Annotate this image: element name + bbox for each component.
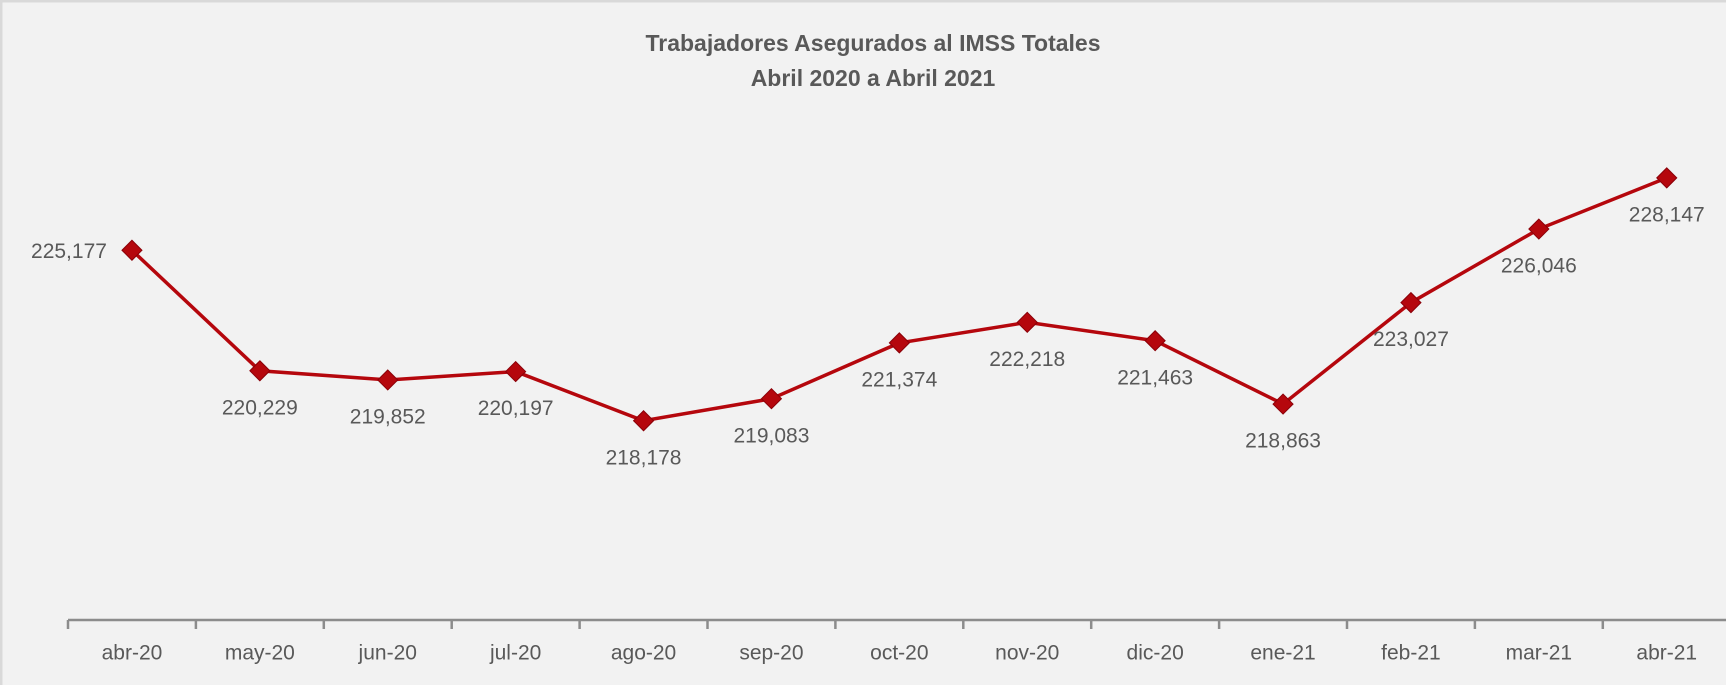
- data-label: 222,218: [989, 348, 1065, 371]
- data-label: 220,229: [222, 396, 298, 419]
- marker: [760, 387, 783, 410]
- x-tick-label: ene-21: [1250, 642, 1315, 665]
- data-label: 218,178: [606, 446, 682, 469]
- x-tick-label: mar-21: [1506, 642, 1573, 665]
- chart-subtitle: Abril 2020 a Abril 2021: [751, 65, 996, 91]
- marker: [504, 360, 527, 383]
- x-tick-label: oct-20: [870, 642, 928, 665]
- chart-title: Trabajadores Asegurados al IMSS Totales: [645, 30, 1100, 56]
- data-label: 219,083: [733, 424, 809, 447]
- data-label: 218,863: [1245, 430, 1321, 453]
- x-tick-label: sep-20: [739, 642, 803, 665]
- data-label: 226,046: [1501, 255, 1577, 278]
- marker: [1272, 393, 1294, 415]
- data-label: 221,374: [861, 368, 937, 391]
- marker: [1528, 218, 1550, 240]
- marker: [249, 360, 271, 382]
- x-tick-label: jun-20: [358, 642, 417, 665]
- marker: [1400, 291, 1422, 314]
- x-tick-label: nov-20: [995, 642, 1059, 665]
- marker: [888, 332, 911, 354]
- x-tick-label: abr-21: [1636, 642, 1697, 665]
- x-tick-label: feb-21: [1381, 642, 1441, 665]
- marker: [632, 410, 655, 432]
- marker: [377, 369, 399, 391]
- marker: [1016, 311, 1038, 334]
- data-label: 225,177: [31, 240, 107, 263]
- marker: [121, 239, 143, 261]
- x-tick-label: may-20: [225, 642, 295, 665]
- data-label: 228,147: [1629, 203, 1705, 226]
- x-tick-label: ago-20: [611, 642, 676, 665]
- marker: [1656, 167, 1678, 189]
- data-label: 219,852: [350, 406, 426, 429]
- data-label: 221,463: [1117, 366, 1193, 389]
- data-label: 220,197: [478, 397, 554, 420]
- x-tick-label: abr-20: [102, 642, 163, 665]
- x-tick-label: dic-20: [1127, 642, 1184, 665]
- x-tick-label: jul-20: [489, 642, 541, 665]
- data-label: 223,027: [1373, 328, 1449, 351]
- marker: [1144, 330, 1166, 352]
